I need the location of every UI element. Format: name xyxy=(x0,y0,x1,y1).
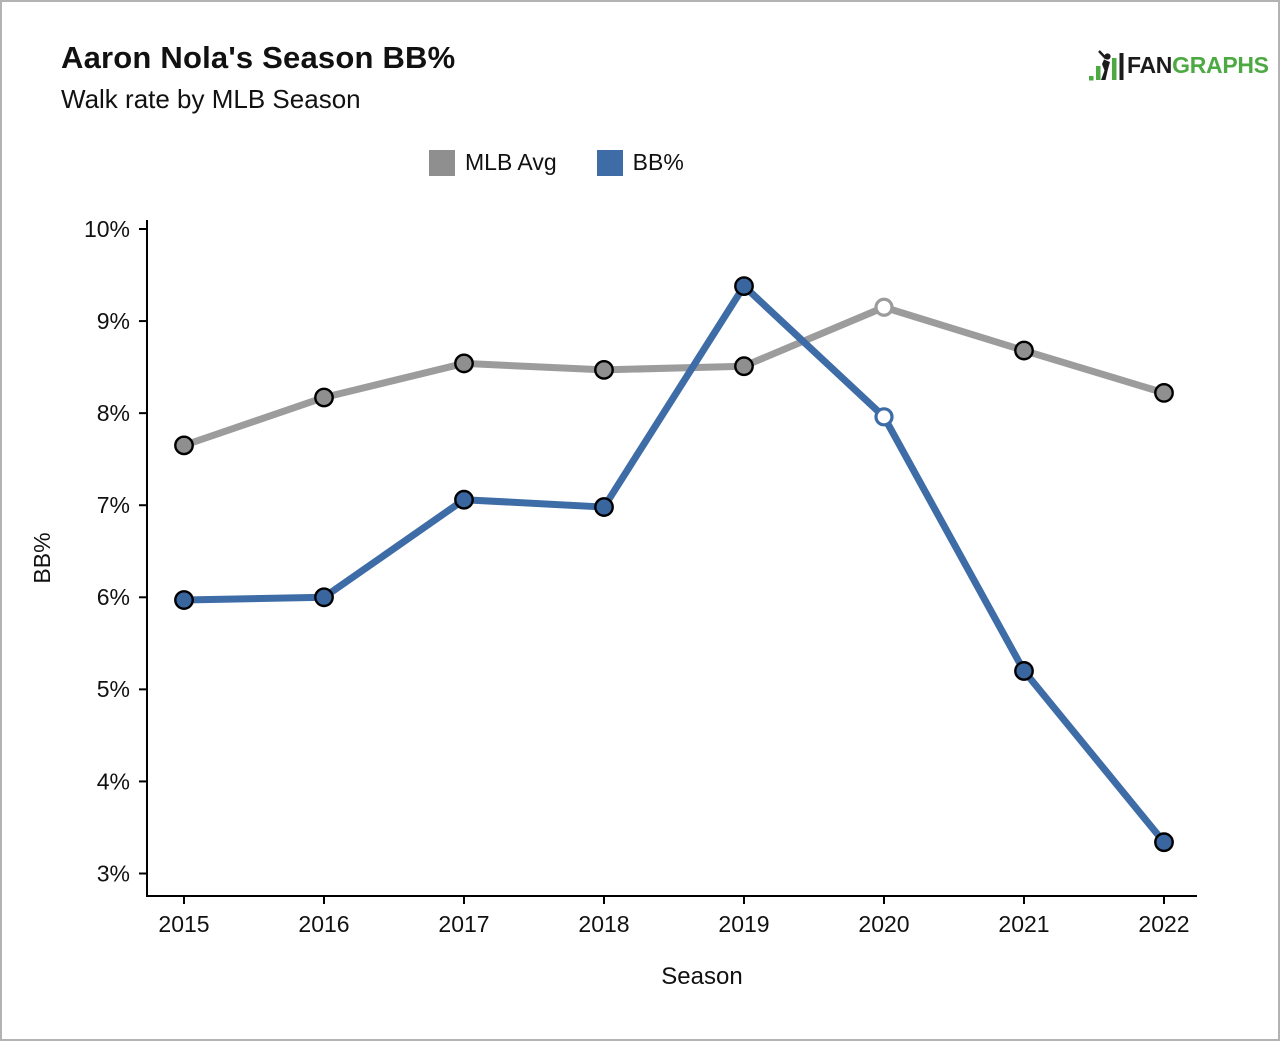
data-point-2016-mlb-avg xyxy=(314,387,334,408)
data-point-2021-bb- xyxy=(1014,661,1034,681)
legend-label-bb-pct: BB% xyxy=(632,149,684,175)
legend-item-mlb-avg: MLB Avg xyxy=(429,149,557,176)
series-line-mlb-avg xyxy=(180,303,1168,449)
data-point-2018-bb- xyxy=(594,497,614,517)
data-point-2019-bb- xyxy=(734,276,754,296)
y-tick-label: 3% xyxy=(97,860,130,886)
data-point-2022-mlb-avg xyxy=(1154,382,1174,403)
y-tick-label: 5% xyxy=(97,676,130,702)
y-tick-label: 10% xyxy=(84,216,130,242)
data-point-2022-bb- xyxy=(1154,832,1174,853)
data-point-2015-mlb-avg xyxy=(174,435,194,456)
legend-label-mlb-avg: MLB Avg xyxy=(465,149,557,175)
data-point-2019-mlb-avg xyxy=(734,356,754,377)
data-point-2017-bb- xyxy=(454,489,474,510)
x-tick-label: 2015 xyxy=(158,911,209,937)
data-point-2020-mlb-avg xyxy=(874,297,894,317)
fangraphs-logo[interactable]: FANGRAPHS xyxy=(1089,49,1269,82)
x-tick-label: 2022 xyxy=(1138,911,1189,937)
legend-item-bb-pct: BB% xyxy=(596,149,684,176)
chart-legend: MLB Avg BB% xyxy=(429,149,684,176)
data-point-2016-bb- xyxy=(314,587,334,608)
x-tick-label: 2019 xyxy=(718,911,769,937)
logo-text-graphs: GRAPHS xyxy=(1172,52,1269,78)
legend-swatch-bb-pct xyxy=(596,149,623,176)
chart-axes xyxy=(146,220,1197,897)
data-point-2017-mlb-avg xyxy=(454,353,474,374)
legend-swatch-mlb-avg xyxy=(429,149,455,176)
page-subtitle: Walk rate by MLB Season xyxy=(61,84,361,114)
y-tick-label: 9% xyxy=(97,308,130,334)
x-tick-label: 2017 xyxy=(438,911,489,937)
y-tick-label: 8% xyxy=(97,400,130,426)
y-tick-label: 4% xyxy=(97,768,130,794)
data-point-2018-mlb-avg xyxy=(594,359,614,380)
x-axis-title: Season xyxy=(661,963,742,990)
y-tick-label: 6% xyxy=(97,584,130,610)
fangraphs-batter-icon xyxy=(1089,49,1125,82)
page-title: Aaron Nola's Season BB% xyxy=(61,40,456,75)
x-tick-label: 2018 xyxy=(578,911,629,937)
x-tick-label: 2016 xyxy=(298,911,349,937)
series-line-bb- xyxy=(180,282,1168,846)
data-point-2020-bb- xyxy=(874,407,894,427)
logo-text-fan: FAN xyxy=(1127,52,1173,78)
data-point-2015-bb- xyxy=(174,590,194,610)
x-tick-label: 2021 xyxy=(998,911,1049,937)
x-tick-label: 2020 xyxy=(858,911,909,937)
y-tick-label: 7% xyxy=(97,492,130,518)
y-axis-title: BB% xyxy=(29,532,55,583)
data-point-2021-mlb-avg xyxy=(1014,340,1034,361)
